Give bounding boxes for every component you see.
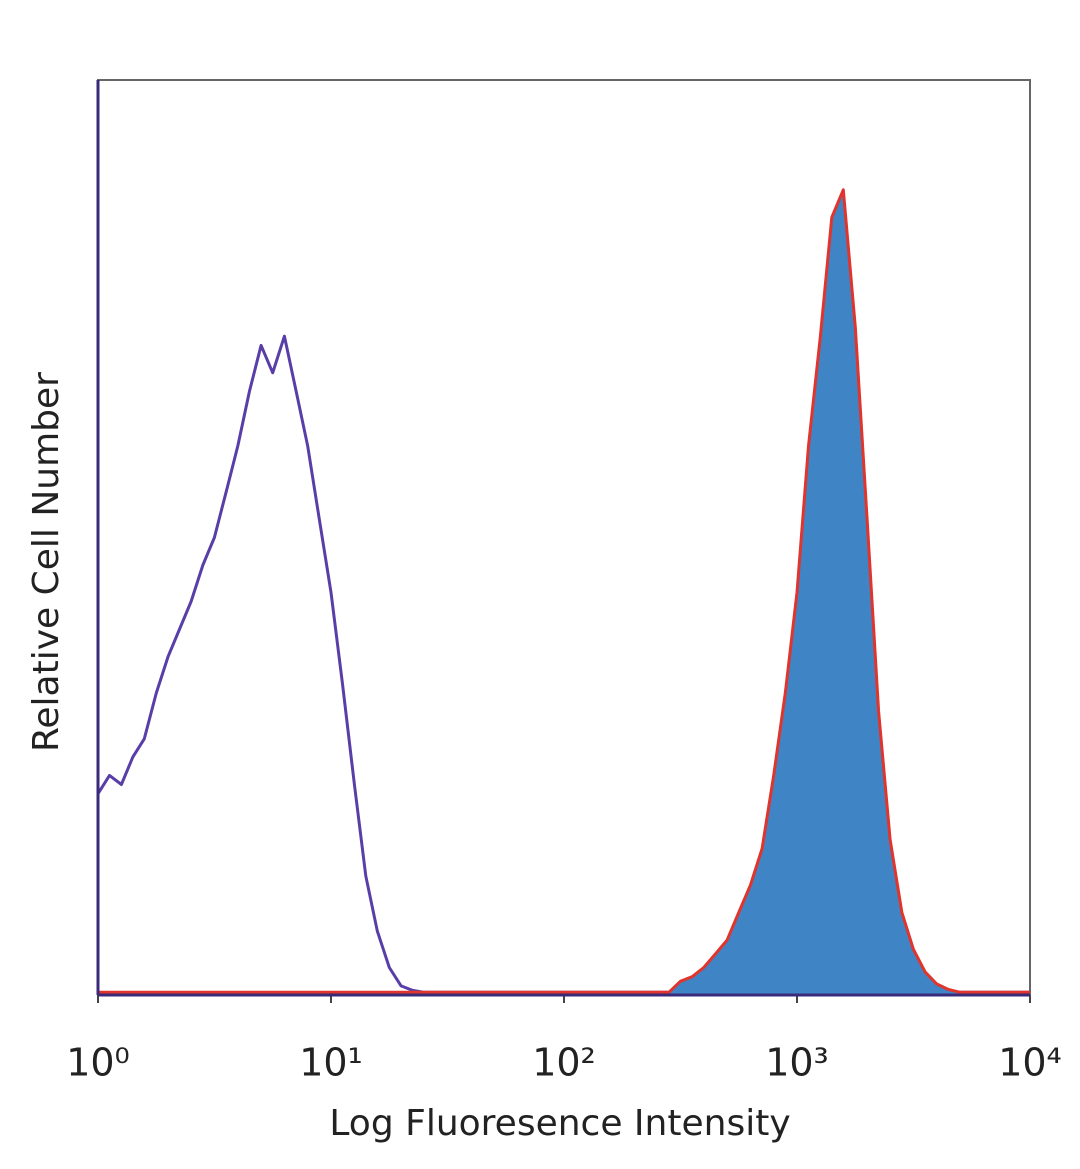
x-tick-label: 10¹	[299, 1041, 363, 1085]
x-tick-label: 10⁴	[998, 1041, 1062, 1085]
histogram-area	[98, 189, 1030, 996]
y-axis-label: Relative Cell Number	[26, 372, 67, 752]
x-tick-label: 10³	[765, 1041, 829, 1085]
histogram-line	[98, 188, 1030, 994]
x-tick-label: 10²	[532, 1041, 596, 1085]
x-axis-label: Log Fluoresence Intensity	[329, 1103, 790, 1144]
x-tick-label: 10⁰	[66, 1041, 130, 1085]
